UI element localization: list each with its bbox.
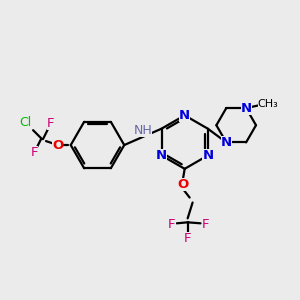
Text: F: F: [184, 232, 191, 245]
Text: CH₃: CH₃: [257, 99, 278, 109]
Text: N: N: [241, 102, 252, 115]
Text: N: N: [179, 109, 190, 122]
Text: N: N: [202, 149, 213, 162]
Text: O: O: [52, 139, 64, 152]
Text: Cl: Cl: [19, 116, 31, 129]
Text: NH: NH: [134, 124, 152, 137]
Text: N: N: [221, 136, 232, 149]
Text: F: F: [168, 218, 176, 231]
Text: F: F: [202, 218, 209, 231]
Text: N: N: [156, 149, 167, 162]
Text: F: F: [47, 117, 55, 130]
Text: O: O: [177, 178, 188, 191]
Text: F: F: [30, 146, 38, 160]
